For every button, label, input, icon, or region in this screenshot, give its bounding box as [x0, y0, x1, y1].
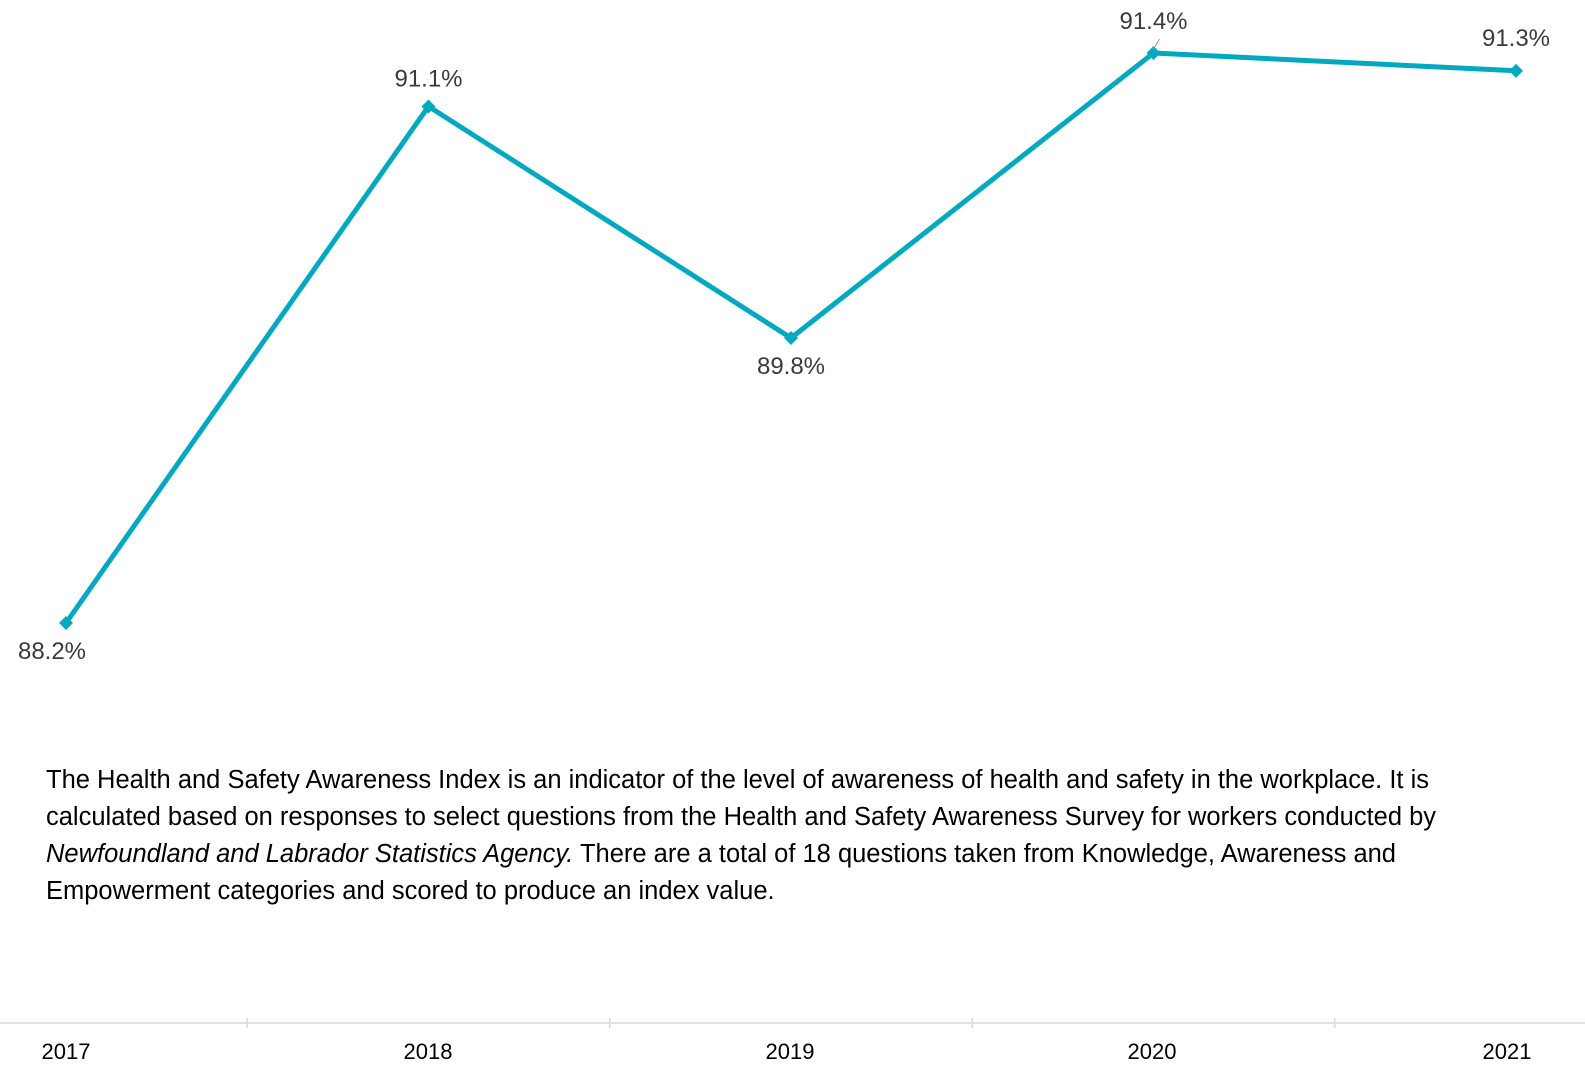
description-text-end: There are a total of 18 questions taken … [46, 840, 1396, 905]
data-point-2019 [784, 331, 798, 345]
x-tick-label-2018: 2018 [404, 1039, 453, 1064]
data-label-2020: 91.4% [1119, 8, 1187, 35]
x-tick-label-2017: 2017 [42, 1039, 91, 1064]
data-label-2018: 91.1% [394, 65, 462, 92]
data-point-2017 [59, 616, 73, 630]
chart-description: The Health and Safety Awareness Index is… [46, 762, 1546, 910]
data-point-2018 [421, 99, 436, 114]
data-point-2021 [1509, 63, 1523, 78]
x-tick-label-2020: 2020 [1128, 1039, 1177, 1064]
x-axis: 2017 2018 2019 2020 2021 [0, 1018, 1585, 1064]
x-tick-label-2021: 2021 [1483, 1039, 1532, 1064]
data-label-layer: 88.2% 91.1% 89.8% 91.4% 91.3% [18, 8, 1550, 665]
data-label-leader-line [1153, 38, 1160, 50]
description-text-start: The Health and Safety Awareness Index is… [46, 766, 1437, 831]
data-point-2020 [1146, 46, 1161, 60]
x-tick-label-2019: 2019 [766, 1039, 815, 1064]
description-agency: Newfoundland and Labrador Statistics Age… [46, 840, 574, 868]
data-label-2019: 89.8% [757, 353, 825, 380]
data-label-2021: 91.3% [1482, 25, 1550, 52]
series-layer [59, 46, 1523, 630]
data-label-2017: 88.2% [18, 638, 86, 665]
